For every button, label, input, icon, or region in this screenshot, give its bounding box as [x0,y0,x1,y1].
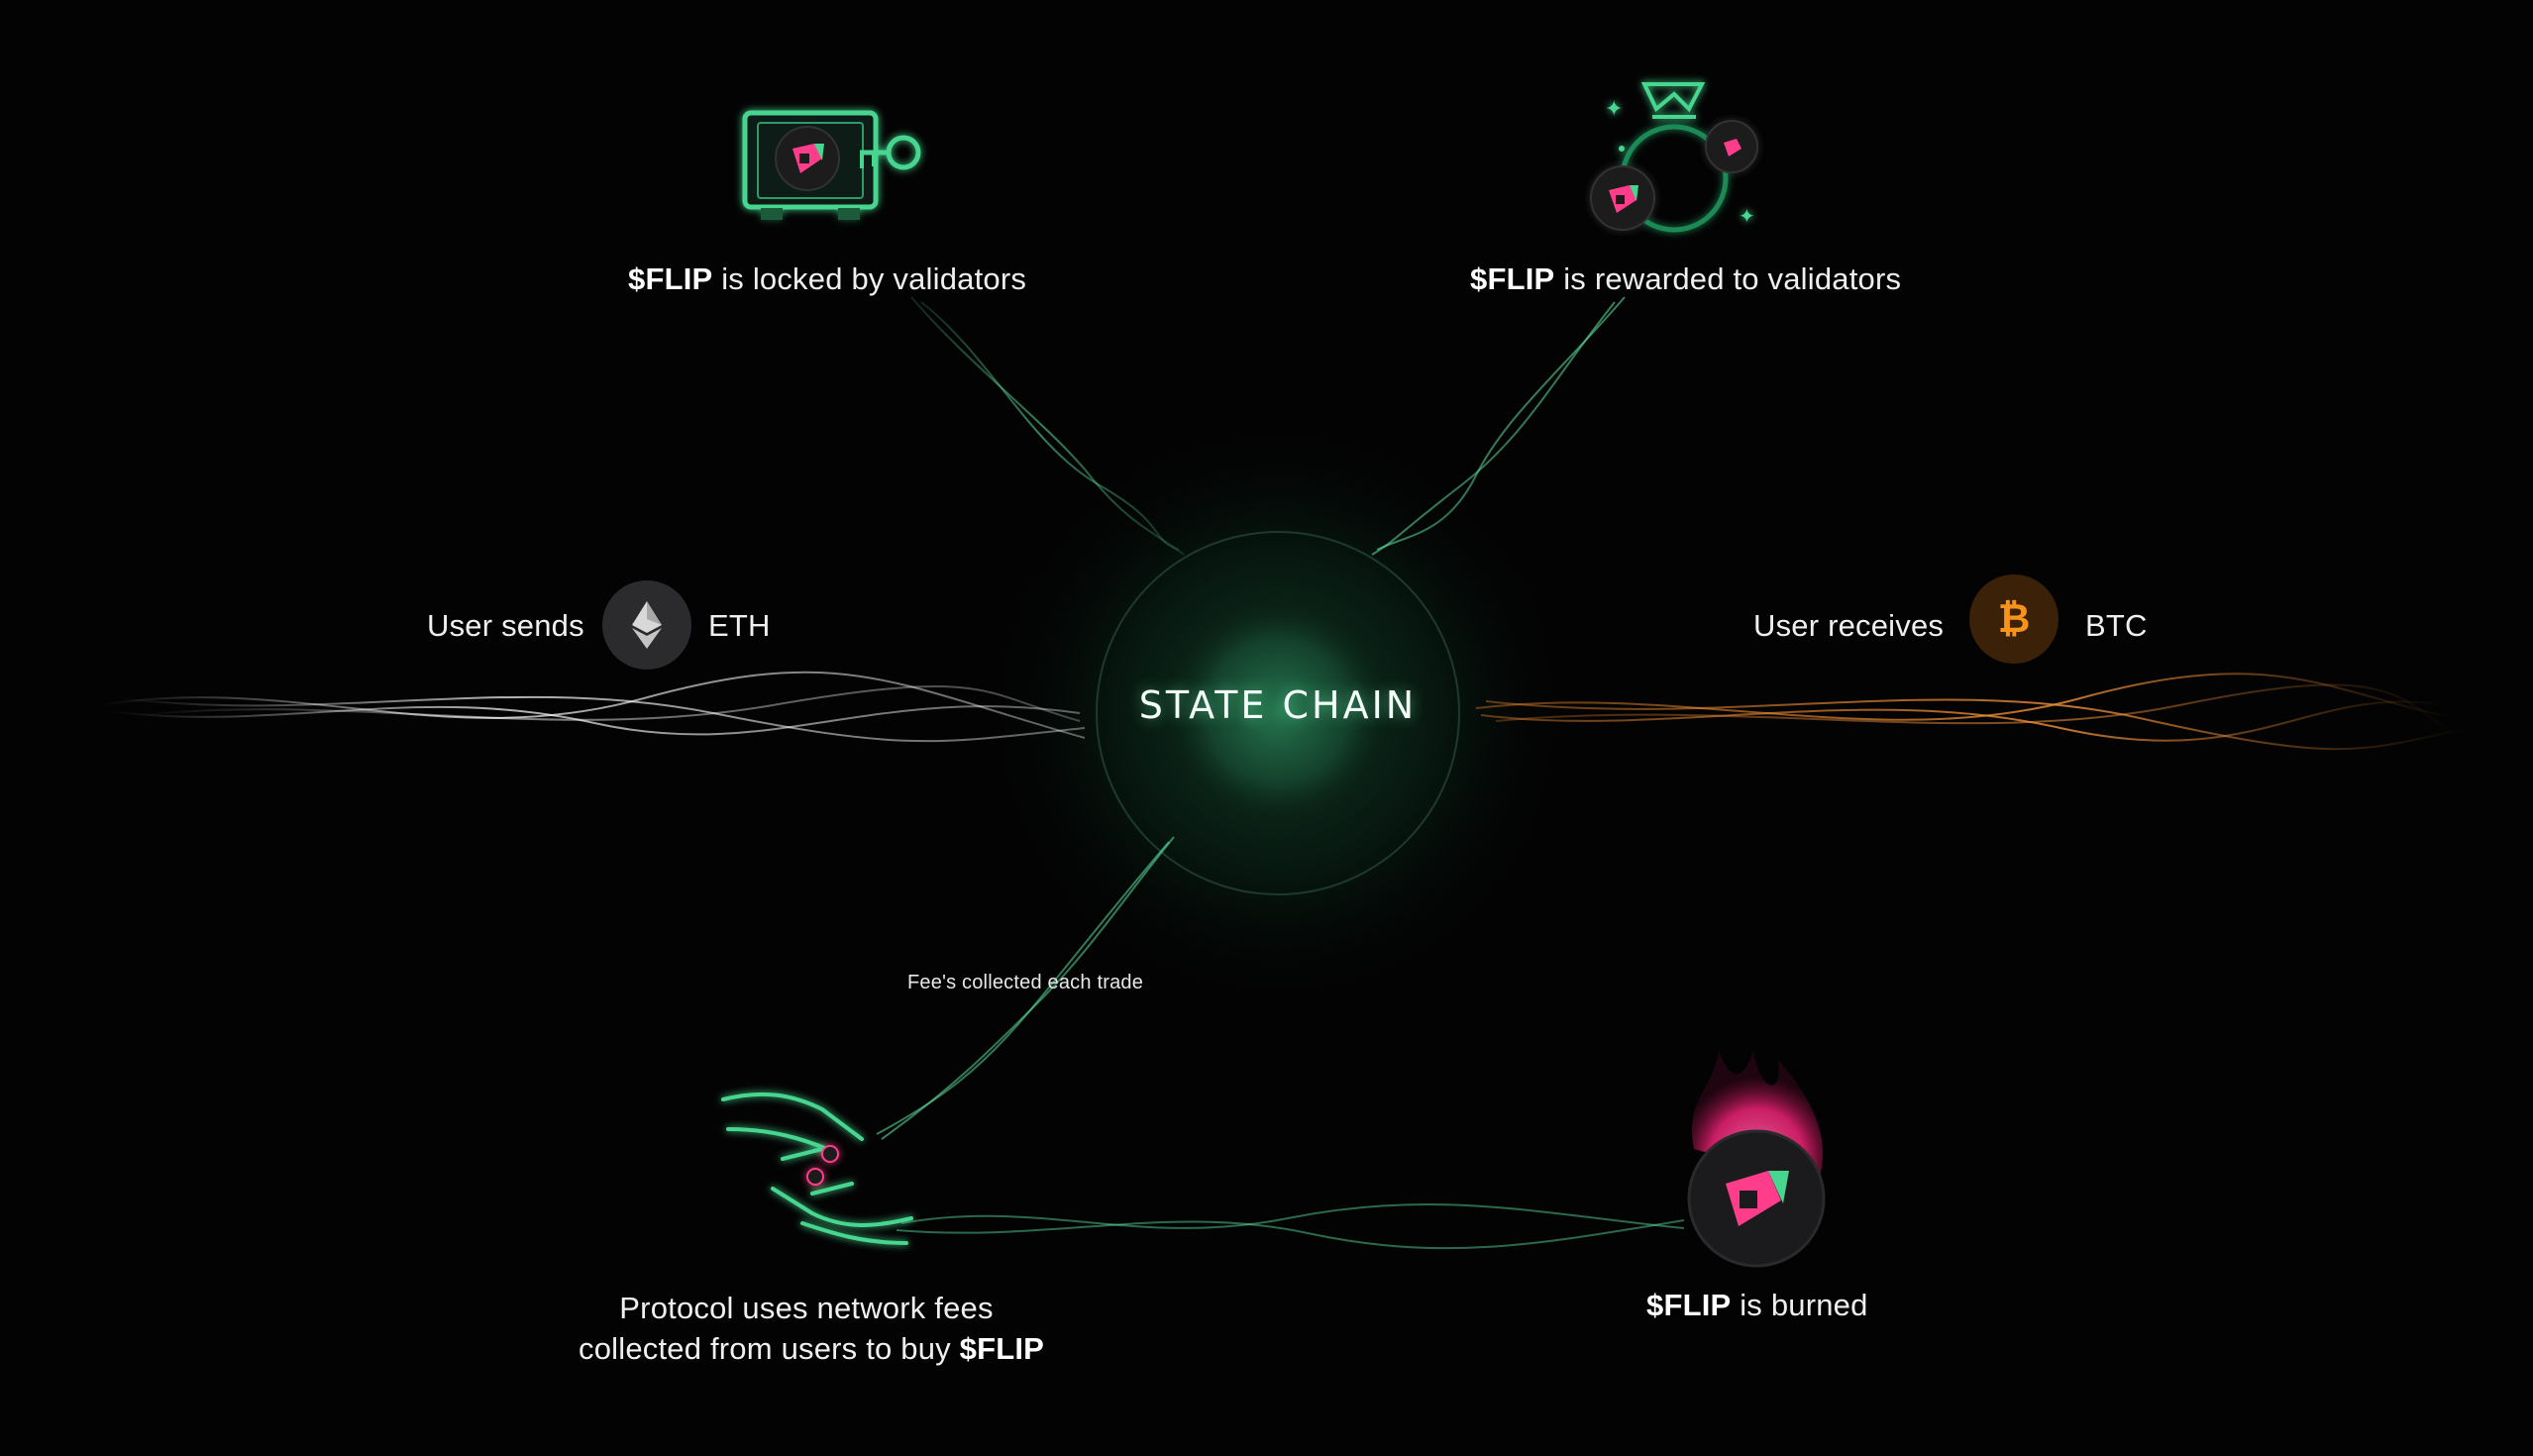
bitcoin-glyph: ₿ [1997,596,2031,642]
label-locked: $FLIP is locked by validators [628,261,1026,297]
wire-fees [876,836,1175,1140]
wire-buy-burn [896,1202,1685,1250]
label-burned-text: is burned [1731,1288,1868,1322]
bitcoin-icon: ₿ [1969,574,2058,664]
label-rewarded: $FLIP is rewarded to validators [1470,261,1901,297]
btc-wires [1475,673,2468,751]
label-rewarded-text: is rewarded to validators [1554,261,1902,296]
label-btc: BTC [2085,608,2148,643]
flip-token-name: $FLIP [959,1331,1045,1366]
svg-text:✦: ✦ [1605,97,1623,122]
state-chain-ring [1096,531,1460,895]
flame-token-icon [1687,1050,1826,1268]
ethereum-icon [602,580,691,670]
rewards-bag-icon: ✦ ✦ [1590,82,1758,233]
flip-token-name: $FLIP [628,261,713,296]
ethereum-glyph [632,601,662,649]
label-fees-collected: Fee's collected each trade [907,972,1144,993]
wire-rewarded [1371,296,1626,556]
flip-token-name: $FLIP [1646,1288,1732,1322]
label-protocol-buy: Protocol uses network fees collected fro… [579,1288,1044,1369]
label-burned: $FLIP is burned [1646,1288,1868,1323]
wire-locked [910,296,1185,556]
label-user-sends: User sends [427,608,584,643]
label-protocol-buy-line1: Protocol uses network fees [619,1291,994,1325]
label-eth: ETH [708,608,771,643]
label-locked-text: is locked by validators [712,261,1027,296]
hands-exchange-icon [721,1092,913,1245]
label-protocol-buy-line2: collected from users to buy $FLIP [579,1328,1044,1369]
svg-text:✦: ✦ [1739,204,1755,228]
vault-key-icon [742,110,921,220]
label-protocol-buy-line2-text: collected from users to buy [579,1331,960,1366]
eth-wires [98,671,1086,743]
state-chain-inner-glow [1159,592,1397,830]
state-chain-title: STATE CHAIN [1138,683,1418,727]
label-user-receives: User receives [1753,608,1945,643]
flip-token-name: $FLIP [1470,261,1555,296]
